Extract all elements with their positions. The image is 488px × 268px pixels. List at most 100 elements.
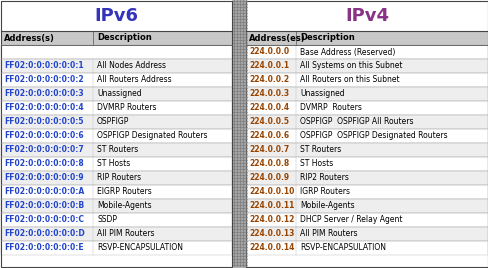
Bar: [245, 171, 487, 185]
Bar: [1, 1, 231, 267]
Bar: [245, 213, 487, 227]
Bar: [245, 73, 487, 87]
Bar: [245, 199, 487, 213]
Bar: [1, 157, 231, 171]
Text: FF02:0:0:0:0:0:0:D: FF02:0:0:0:0:0:0:D: [4, 229, 84, 239]
Bar: [245, 129, 487, 143]
Text: Unassigned: Unassigned: [97, 90, 142, 99]
Text: ST Routers: ST Routers: [97, 146, 138, 154]
Text: 224.0.0.5: 224.0.0.5: [248, 117, 288, 126]
Text: Description: Description: [299, 34, 354, 43]
Text: ST Routers: ST Routers: [299, 146, 341, 154]
Text: All Routers on this Subnet: All Routers on this Subnet: [299, 76, 399, 84]
Bar: [1, 59, 231, 73]
Bar: [245, 227, 487, 241]
Text: FF02:0:0:0:0:0:0:B: FF02:0:0:0:0:0:0:B: [4, 202, 84, 210]
Text: FF02:0:0:0:0:0:0:1: FF02:0:0:0:0:0:0:1: [4, 61, 83, 70]
Text: DHCP Server / Relay Agent: DHCP Server / Relay Agent: [299, 215, 402, 225]
Text: IPv6: IPv6: [94, 7, 138, 25]
Bar: [1, 199, 231, 213]
Bar: [1, 45, 231, 59]
Text: 224.0.0.0: 224.0.0.0: [248, 47, 288, 57]
Text: All Nodes Address: All Nodes Address: [97, 61, 165, 70]
Text: Address(s): Address(s): [4, 34, 55, 43]
Text: 224.0.0.8: 224.0.0.8: [248, 159, 289, 169]
Text: Unassigned: Unassigned: [299, 90, 344, 99]
Bar: [1, 143, 231, 157]
Text: FF02:0:0:0:0:0:0:E: FF02:0:0:0:0:0:0:E: [4, 244, 83, 252]
Text: 224.0.0.2: 224.0.0.2: [248, 76, 288, 84]
Bar: [245, 115, 487, 129]
Text: FF02:0:0:0:0:0:0:9: FF02:0:0:0:0:0:0:9: [4, 173, 83, 183]
Text: All Systems on this Subnet: All Systems on this Subnet: [299, 61, 402, 70]
Text: All PIM Routers: All PIM Routers: [299, 229, 357, 239]
Text: FF02:0:0:0:0:0:0:5: FF02:0:0:0:0:0:0:5: [4, 117, 83, 126]
Text: 224.0.0.3: 224.0.0.3: [248, 90, 288, 99]
Bar: [245, 59, 487, 73]
Bar: [245, 31, 487, 45]
Text: FF02:0:0:0:0:0:0:C: FF02:0:0:0:0:0:0:C: [4, 215, 84, 225]
Bar: [1, 115, 231, 129]
Bar: [231, 0, 245, 268]
Bar: [245, 143, 487, 157]
Text: FF02:0:0:0:0:0:0:6: FF02:0:0:0:0:0:0:6: [4, 132, 83, 140]
Text: 224.0.0.1: 224.0.0.1: [248, 61, 288, 70]
Text: ST Hosts: ST Hosts: [299, 159, 332, 169]
Bar: [1, 101, 231, 115]
Text: OSPFIGP: OSPFIGP: [97, 117, 129, 126]
Bar: [1, 185, 231, 199]
Bar: [1, 73, 231, 87]
Text: FF02:0:0:0:0:0:0:2: FF02:0:0:0:0:0:0:2: [4, 76, 83, 84]
Text: Mobile-Agents: Mobile-Agents: [97, 202, 151, 210]
Text: All Routers Address: All Routers Address: [97, 76, 171, 84]
Text: IPv4: IPv4: [345, 7, 388, 25]
Text: RIP Routers: RIP Routers: [97, 173, 141, 183]
Bar: [245, 1, 487, 267]
Text: RIP2 Routers: RIP2 Routers: [299, 173, 348, 183]
Text: 224.0.0.11: 224.0.0.11: [248, 202, 294, 210]
Text: DVMRP Routers: DVMRP Routers: [97, 103, 156, 113]
Text: 224.0.0.12: 224.0.0.12: [248, 215, 294, 225]
Bar: [245, 45, 487, 59]
Bar: [245, 157, 487, 171]
Text: 224.0.0.6: 224.0.0.6: [248, 132, 288, 140]
Text: DVMRP  Routers: DVMRP Routers: [299, 103, 361, 113]
Text: OSPFIGP  OSPFIGP All Routers: OSPFIGP OSPFIGP All Routers: [299, 117, 413, 126]
Text: FF02:0:0:0:0:0:0:A: FF02:0:0:0:0:0:0:A: [4, 188, 84, 196]
Text: FF02:0:0:0:0:0:0:8: FF02:0:0:0:0:0:0:8: [4, 159, 83, 169]
Text: ST Hosts: ST Hosts: [97, 159, 130, 169]
Bar: [245, 87, 487, 101]
Bar: [1, 171, 231, 185]
Text: 224.0.0.9: 224.0.0.9: [248, 173, 288, 183]
Bar: [245, 101, 487, 115]
Text: 224.0.0.14: 224.0.0.14: [248, 244, 294, 252]
Bar: [1, 213, 231, 227]
Text: 224.0.0.7: 224.0.0.7: [248, 146, 289, 154]
Bar: [1, 87, 231, 101]
Bar: [245, 1, 487, 31]
Bar: [1, 1, 231, 31]
Text: IGRP Routers: IGRP Routers: [299, 188, 349, 196]
Text: Base Address (Reserved): Base Address (Reserved): [299, 47, 395, 57]
Bar: [1, 129, 231, 143]
Text: SSDP: SSDP: [97, 215, 117, 225]
Text: RSVP-ENCAPSULATION: RSVP-ENCAPSULATION: [299, 244, 385, 252]
Text: OSPFIGP Designated Routers: OSPFIGP Designated Routers: [97, 132, 207, 140]
Text: FF02:0:0:0:0:0:0:4: FF02:0:0:0:0:0:0:4: [4, 103, 83, 113]
Text: EIGRP Routers: EIGRP Routers: [97, 188, 151, 196]
Text: 224.0.0.4: 224.0.0.4: [248, 103, 288, 113]
Text: All PIM Routers: All PIM Routers: [97, 229, 154, 239]
Text: OSPFIGP  OSPFIGP Designated Routers: OSPFIGP OSPFIGP Designated Routers: [299, 132, 447, 140]
Text: RSVP-ENCAPSULATION: RSVP-ENCAPSULATION: [97, 244, 183, 252]
Text: Address(es): Address(es): [248, 34, 305, 43]
Bar: [245, 241, 487, 255]
Bar: [1, 241, 231, 255]
Text: Mobile-Agents: Mobile-Agents: [299, 202, 354, 210]
Bar: [1, 227, 231, 241]
Text: FF02:0:0:0:0:0:0:7: FF02:0:0:0:0:0:0:7: [4, 146, 83, 154]
Text: 224.0.0.13: 224.0.0.13: [248, 229, 294, 239]
Bar: [1, 31, 231, 45]
Text: Description: Description: [97, 34, 151, 43]
Text: 224.0.0.10: 224.0.0.10: [248, 188, 294, 196]
Bar: [245, 185, 487, 199]
